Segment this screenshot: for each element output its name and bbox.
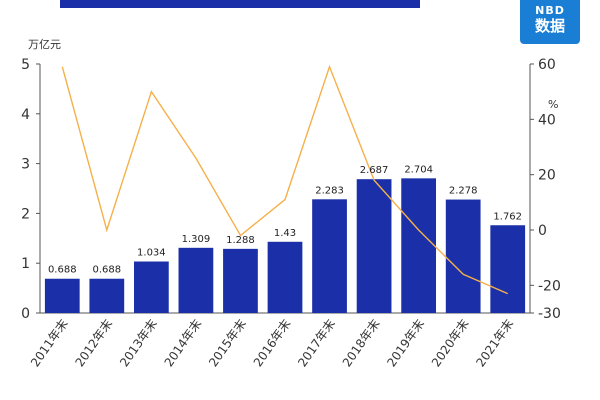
bar-value-label: 2.687 [360, 165, 389, 176]
bar [178, 247, 214, 313]
right-axis: -30 -20 0 20 40 60 [529, 57, 561, 322]
x-tick-label: 2017年末 [295, 317, 338, 370]
left-tick-label: 1 [21, 256, 30, 272]
right-tick-label: -30 [538, 306, 561, 322]
right-tick-label: -20 [538, 278, 561, 294]
header-strip [60, 0, 420, 8]
left-tick-label: 0 [21, 306, 30, 322]
bar-value-label: 2.278 [449, 186, 478, 197]
x-tick-label: 2021年末 [473, 317, 516, 370]
bar [44, 278, 80, 313]
bar [312, 199, 347, 313]
x-tick-label: 2019年末 [384, 317, 427, 370]
bar [223, 248, 258, 313]
left-tick-label: 4 [21, 107, 30, 123]
bar [401, 178, 437, 313]
x-tick-label: 2016年末 [251, 317, 294, 370]
bar [267, 241, 303, 313]
x-tick-label: 2018年末 [340, 317, 383, 370]
x-tick-label: 2013年末 [117, 317, 160, 370]
bar [445, 199, 481, 313]
right-tick-label: 60 [538, 57, 556, 73]
nbd-logo: NBD 数据 [520, 0, 580, 44]
left-tick-label: 5 [21, 57, 30, 73]
line-series [61, 64, 508, 295]
bar-value-label: 0.688 [92, 265, 121, 276]
bar [133, 261, 169, 313]
bar-value-label: 1.288 [226, 235, 255, 246]
right-tick-label: 0 [538, 223, 547, 239]
right-tick-label: 20 [538, 168, 556, 184]
bar [356, 179, 392, 313]
bar-value-label: 2.704 [404, 164, 433, 175]
left-tick-label: 3 [21, 157, 30, 173]
left-tick-label: 2 [21, 206, 30, 222]
x-tick-label: 2020年末 [429, 317, 472, 370]
left-axis-title: 万亿元 [28, 38, 61, 51]
brand-bottom: 数据 [534, 17, 565, 35]
x-axis-labels: 2011年末 2012年末 2013年末 2014年末 2015年末 2016年末 2017… [28, 317, 516, 370]
bar-value-label: 1.762 [493, 211, 522, 222]
bar-value-label: 0.688 [48, 265, 77, 276]
bar-series [44, 178, 526, 313]
x-tick-label: 2012年末 [73, 317, 116, 370]
bar-value-label: 2.283 [315, 185, 344, 196]
bar [89, 278, 125, 313]
bar-value-label: 1.309 [182, 234, 211, 245]
bar-value-label: 1.034 [137, 248, 166, 259]
right-tick-label: 40 [538, 112, 556, 128]
right-axis-title: % [548, 98, 558, 111]
bar-value-label: 1.43 [274, 228, 296, 239]
x-tick-label: 2015年末 [206, 317, 249, 370]
x-tick-label: 2011年末 [28, 317, 71, 370]
growth-line [61, 64, 508, 295]
bar [490, 225, 526, 313]
data-labels: 0.688 0.688 1.034 1.309 1.288 1.43 2.283 2.687 2… [48, 164, 522, 275]
brand-top: NBD [535, 4, 565, 17]
x-tick-label: 2014年末 [162, 317, 205, 370]
